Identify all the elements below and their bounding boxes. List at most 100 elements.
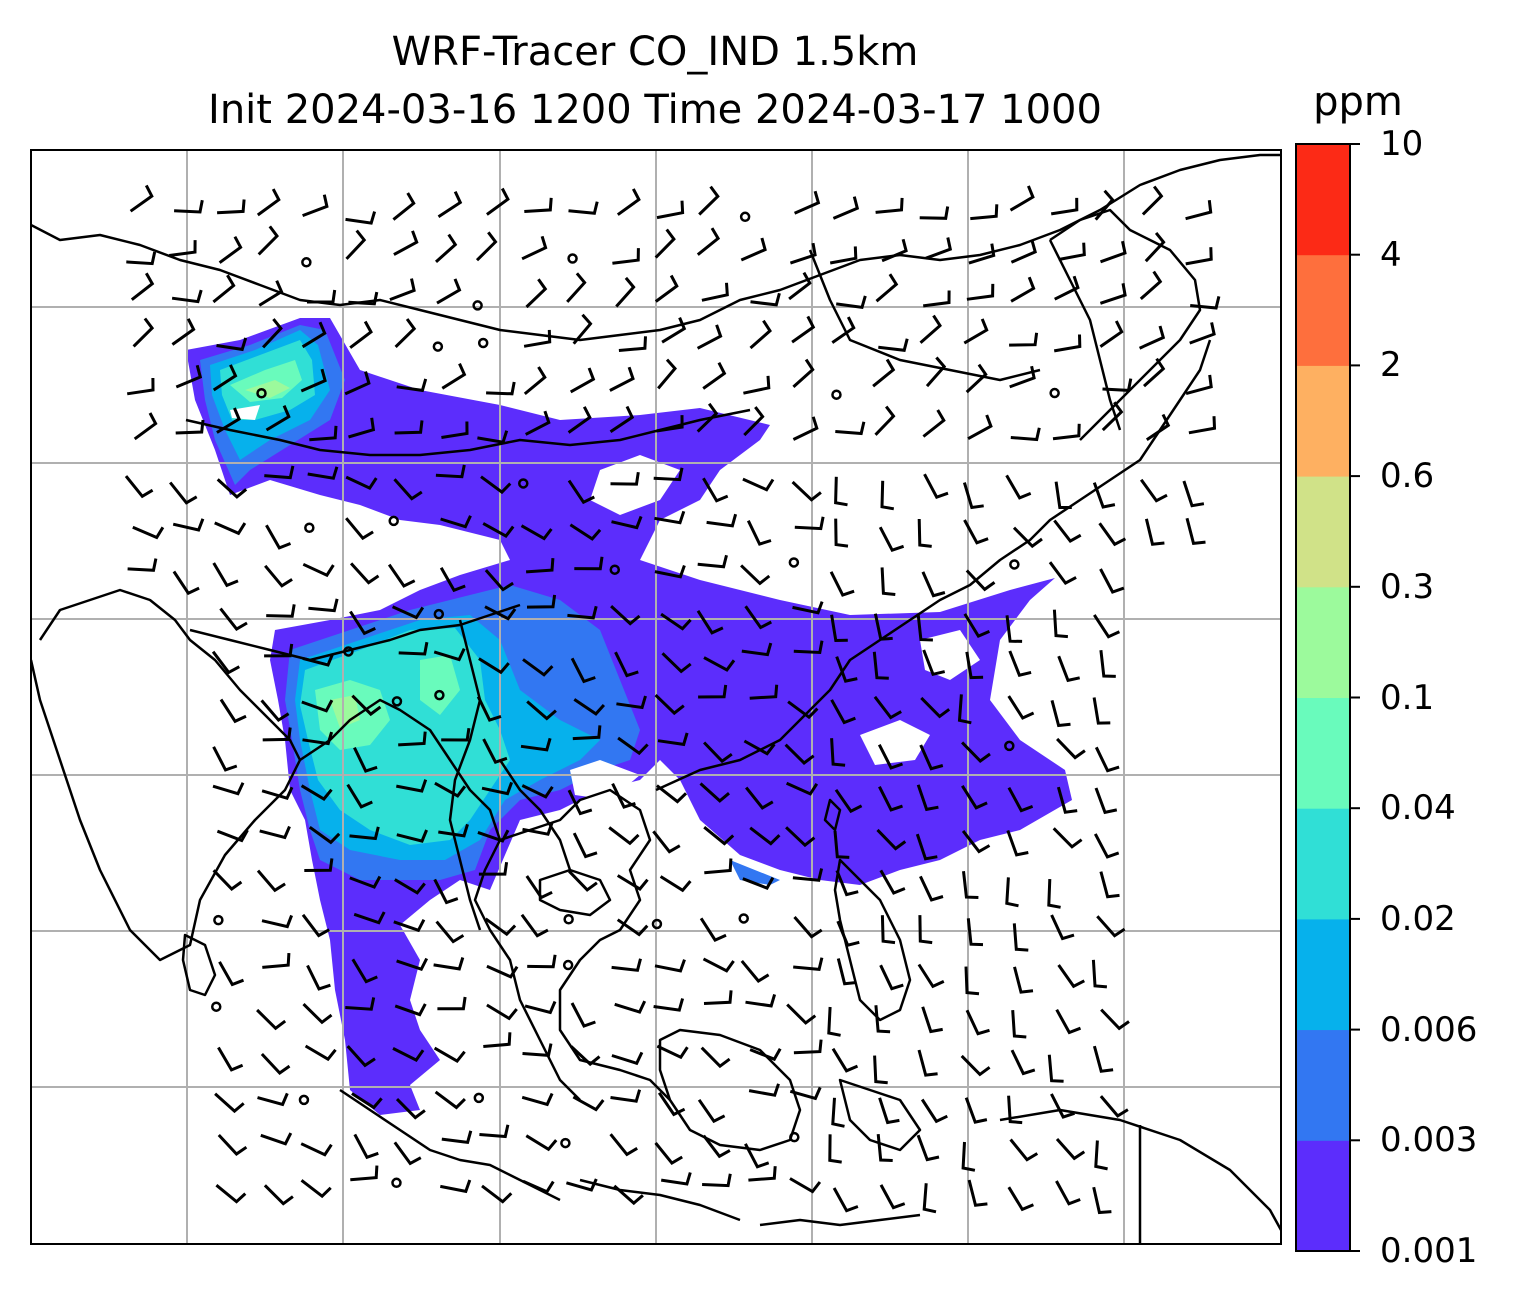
wind-barb <box>441 421 469 439</box>
wind-barb <box>872 651 889 680</box>
wind-barb <box>918 915 933 945</box>
wind-barb <box>396 378 428 393</box>
wind-barb <box>264 465 295 480</box>
wind-barb <box>923 473 949 500</box>
coastline-lesser-sunda <box>759 1213 921 1227</box>
wind-barb <box>262 953 291 969</box>
wind-barb <box>483 1032 512 1048</box>
wind-barb <box>922 409 946 438</box>
colorbar-segment <box>1296 697 1350 809</box>
wind-barb <box>1091 959 1108 989</box>
wind-barb <box>609 366 635 392</box>
wind-barb <box>1005 474 1032 500</box>
wind-barb <box>967 1179 988 1207</box>
wind-barb <box>965 651 984 680</box>
wind-barb <box>656 415 684 433</box>
wind-barb <box>879 1184 906 1210</box>
wind-barb <box>396 957 429 972</box>
wind-barb <box>917 1049 938 1077</box>
wind-barb <box>696 609 724 635</box>
wind-barb <box>880 480 895 511</box>
wind-barb <box>522 658 554 677</box>
wind-barb <box>614 1000 647 1014</box>
wind-barb <box>565 1178 598 1192</box>
wind-barb <box>784 743 815 765</box>
wind-barb <box>521 784 554 799</box>
wind-barb <box>873 695 902 720</box>
calm-wind-marker <box>1009 559 1020 570</box>
wind-barb <box>567 789 593 816</box>
wind-barb <box>618 336 647 352</box>
wind-barb <box>175 419 205 435</box>
colorbar-segment <box>1296 476 1350 588</box>
wind-barb <box>441 362 467 390</box>
wind-barb <box>828 1134 842 1164</box>
wind-barb <box>661 317 687 344</box>
wind-barb <box>746 520 772 546</box>
wind-barb <box>524 197 553 213</box>
wind-barb <box>749 1048 782 1062</box>
wind-barb <box>611 958 642 972</box>
wind-barb <box>345 475 378 491</box>
wind-barb <box>1012 526 1043 549</box>
wind-barb <box>1094 189 1115 221</box>
wind-barb <box>1007 786 1034 813</box>
wind-barb <box>656 200 685 220</box>
wind-barb <box>1009 365 1036 389</box>
wind-barb <box>260 699 290 723</box>
wind-barb <box>398 731 427 747</box>
wind-barb <box>1098 522 1127 547</box>
wind-barb <box>570 1045 601 1067</box>
wind-barb <box>394 878 426 895</box>
wind-barb <box>660 612 692 631</box>
wind-barb <box>743 406 765 437</box>
wind-barb <box>962 482 984 510</box>
wind-barb <box>833 830 850 859</box>
wind-barb <box>393 1141 422 1166</box>
wind-barb <box>610 604 641 626</box>
colorbar-tick-label: 0.1 <box>1380 677 1435 718</box>
wind-barb <box>702 362 727 390</box>
wind-barb <box>306 964 331 991</box>
wind-barb <box>703 990 733 1005</box>
wind-barb <box>1139 478 1168 503</box>
coastline-sri-lanka <box>181 933 217 997</box>
wind-barb <box>307 466 339 480</box>
wind-barb <box>172 518 205 532</box>
wind-barb <box>1139 270 1163 301</box>
wind-barb <box>1185 200 1213 221</box>
wind-barb <box>572 725 602 741</box>
wind-barb <box>657 732 689 747</box>
wind-barb <box>920 1098 948 1124</box>
wind-barb <box>878 1097 900 1125</box>
wind-barb <box>389 278 416 302</box>
wind-barb <box>217 1133 248 1156</box>
wind-barb <box>832 1187 859 1213</box>
wind-barb <box>919 314 942 344</box>
wind-barb <box>1048 561 1077 586</box>
wind-barb <box>701 282 729 302</box>
wind-barb <box>1055 1138 1086 1161</box>
wind-barb <box>261 786 294 801</box>
colorbar-segment <box>1296 1029 1350 1141</box>
wind-barb <box>212 746 238 772</box>
wind-barb <box>302 653 334 667</box>
wind-barb <box>916 784 939 812</box>
wind-barb <box>216 829 249 843</box>
wind-barb <box>300 784 333 801</box>
wind-barb <box>524 1000 557 1015</box>
colorbar-tick-label: 4 <box>1380 234 1402 275</box>
wind-barb <box>702 1134 731 1159</box>
wind-barb <box>127 558 158 572</box>
colorbar-segment <box>1296 586 1350 698</box>
wind-barb <box>353 746 378 773</box>
wind-barb <box>1007 1095 1023 1125</box>
wind-barb <box>219 607 248 631</box>
wind-barb <box>610 471 640 486</box>
wind-barb <box>212 274 236 304</box>
wind-barb <box>572 832 598 859</box>
wind-barb <box>520 913 549 938</box>
wind-barb <box>880 567 896 596</box>
wind-barb <box>1188 416 1217 435</box>
